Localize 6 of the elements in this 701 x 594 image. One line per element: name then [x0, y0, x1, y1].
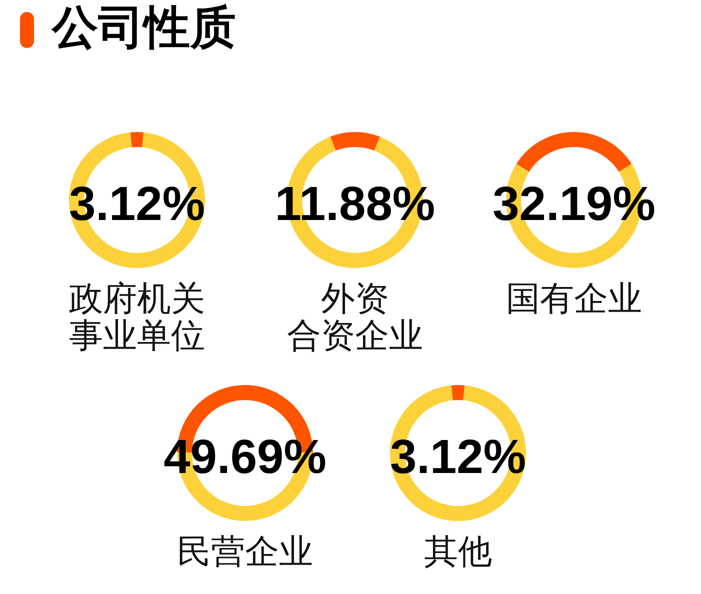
text: 外资合资企业 [287, 279, 423, 356]
text: 政府机关事业单位 [69, 279, 205, 356]
text: 民营企业 [177, 532, 313, 572]
text: 其他 [424, 532, 492, 572]
chart-title: 公司性质 [51, 0, 236, 54]
text: 国有企业 [506, 279, 642, 319]
